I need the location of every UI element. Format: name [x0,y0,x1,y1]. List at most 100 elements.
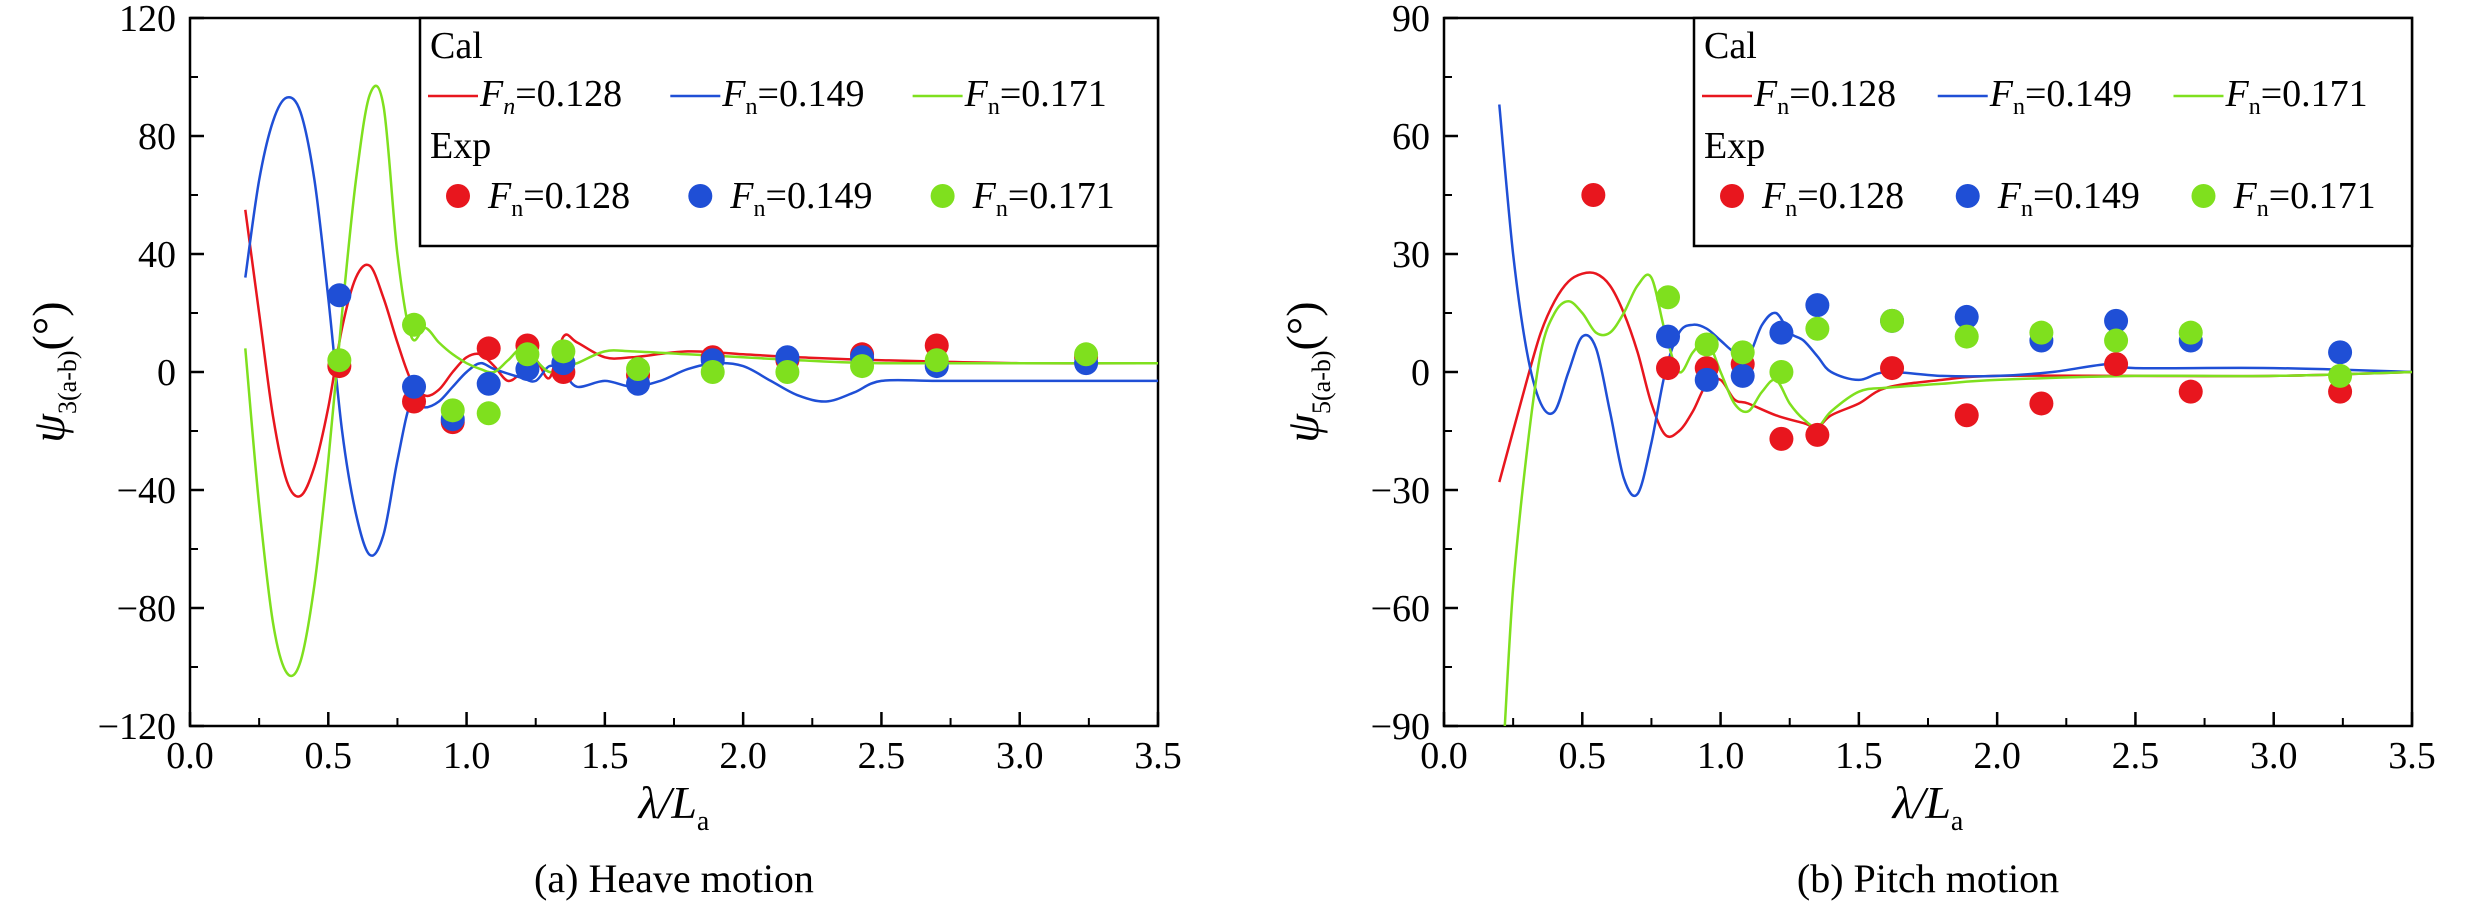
data-point-green [2328,363,2353,388]
series-line-blue [1498,104,2412,498]
y-tick-label: 0 [1411,352,1430,394]
y-tick-label: 90 [1392,0,1430,40]
x-tick-label: 2.0 [719,735,767,777]
y-tick-label: 0 [157,352,176,394]
legend-entry-label: Fn=0.171 [2224,73,2367,120]
data-point-red [1656,356,1681,381]
y-tick-label: −30 [1371,470,1430,512]
data-point-green [924,348,949,373]
data-point-green [1694,332,1719,357]
y-axis-title: ψ5(a-b)(°) [1277,301,1336,442]
x-tick-label: 3.0 [2250,735,2298,777]
y-tick-label: −120 [98,706,176,748]
data-point-green [2178,320,2203,345]
legend-marker-green [2191,184,2216,208]
data-point-red [1581,183,1606,207]
legend-exp-title: Exp [430,125,491,167]
data-point-red [1769,426,1794,451]
data-point-green [1805,316,1830,341]
legend-entry-label: Fn=0.128 [487,175,630,222]
data-point-green [700,360,725,384]
x-tick-label: 1.5 [581,735,629,777]
legend-entry-label: Fn=0.128 [479,73,622,120]
legend-marker-red [1720,184,1744,208]
data-point-blue [1656,324,1681,349]
data-point-blue [2328,340,2353,365]
y-tick-label: 120 [119,0,176,40]
legend-cal-title: Cal [430,25,483,67]
data-point-red [1805,422,1830,447]
data-point-green [1880,308,1905,333]
x-tick-label: 1.0 [443,735,491,777]
data-point-blue [1769,320,1794,345]
x-axis-title: λ/La [637,777,710,837]
data-point-green [850,354,875,379]
x-tick-label: 2.5 [2112,735,2160,777]
data-point-green [1954,324,1979,349]
data-point-red [2029,391,2054,416]
legend-box [418,16,1160,248]
data-point-green [476,401,501,426]
x-tick-label: 3.5 [2388,735,2436,777]
data-point-blue [402,374,427,399]
data-point-red [1880,356,1905,381]
legend-entry-label: Fn=0.149 [729,175,872,222]
legend-entry-label: Fn=0.171 [972,175,1115,222]
legend-marker-red [446,184,470,208]
data-point-blue [1730,363,1755,388]
x-tick-label: 0.0 [166,735,214,777]
legend-entry-label: Fn=0.128 [1753,73,1896,120]
data-point-red [2178,379,2203,404]
y-tick-label: 40 [138,234,176,276]
x-tick-label: 2.0 [1973,735,2021,777]
x-tick-label: 0.5 [305,735,353,777]
data-point-blue [476,371,501,396]
legend-entry-label: Fn=0.149 [1989,73,2132,120]
series-line-green [244,84,1158,678]
data-point-green [515,342,540,367]
y-tick-label: −60 [1371,588,1430,630]
y-tick-label: −90 [1371,706,1430,748]
y-axis-title: ψ3(a-b)(°) [23,301,82,442]
x-tick-label: 0.5 [1559,735,1607,777]
data-point-blue [327,283,352,308]
x-tick-label: 3.0 [996,735,1044,777]
y-tick-label: −40 [117,470,176,512]
y-tick-label: 60 [1392,116,1430,158]
data-point-red [476,336,501,361]
legend-marker-blue [1955,184,1980,208]
plot-area [1498,104,2412,726]
data-point-red [1954,403,1979,428]
chart-caption: (a) Heave motion [534,856,814,901]
legend-entry-label: Fn=0.171 [964,73,1107,120]
legend-marker-blue [688,184,713,208]
plot-area [244,84,1158,678]
data-point-green [1656,285,1681,310]
series-line-green [1503,273,2412,726]
pitch-chart: 0.0 0.5 1.0 1.5 2.0 2.5 3.0 3.5 −90 −60 −30 0 30 60 90… [1277,0,2436,901]
legend: Cal Exp Fn=0.128 Fn=0.149 Fn=0.171 Fn=0.128 Fn… [418,16,1160,248]
data-point-green [402,312,427,337]
x-tick-label: 1.5 [1835,735,1883,777]
data-point-green [551,339,576,364]
legend-entry-label: Fn=0.149 [1997,175,2140,222]
y-tick-label: 80 [138,116,176,158]
data-point-green [327,348,352,373]
heave-chart: 0.0 0.5 1.0 1.5 2.0 2.5 3.0 3.5 −120 −80 −40 0 40 80 1… [23,0,1182,901]
data-point-blue [1954,304,1979,329]
legend-marker-green [930,184,955,208]
x-tick-label: 0.0 [1420,735,1468,777]
y-tick-label: 30 [1392,234,1430,276]
y-tick-label: −80 [117,588,176,630]
legend-exp-title: Exp [1704,125,1765,167]
x-tick-label: 2.5 [858,735,906,777]
data-point-blue [1805,293,1830,318]
data-point-green [775,360,800,384]
legend-entry-label: Fn=0.128 [1761,175,1904,222]
x-axis-title: λ/La [1891,777,1964,837]
legend-entry-label: Fn=0.149 [721,73,864,120]
legend-cal-title: Cal [1704,25,1757,67]
data-point-green [440,398,465,423]
data-point-green [626,357,651,382]
